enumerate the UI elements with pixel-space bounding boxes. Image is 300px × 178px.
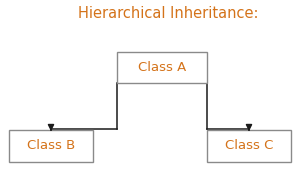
Text: Class C: Class C bbox=[225, 139, 273, 153]
Text: Class B: Class B bbox=[27, 139, 75, 153]
FancyBboxPatch shape bbox=[207, 130, 291, 162]
FancyBboxPatch shape bbox=[117, 52, 207, 83]
FancyBboxPatch shape bbox=[9, 130, 93, 162]
Text: Hierarchical Inheritance:: Hierarchical Inheritance: bbox=[78, 6, 258, 21]
Text: Class A: Class A bbox=[138, 61, 186, 74]
